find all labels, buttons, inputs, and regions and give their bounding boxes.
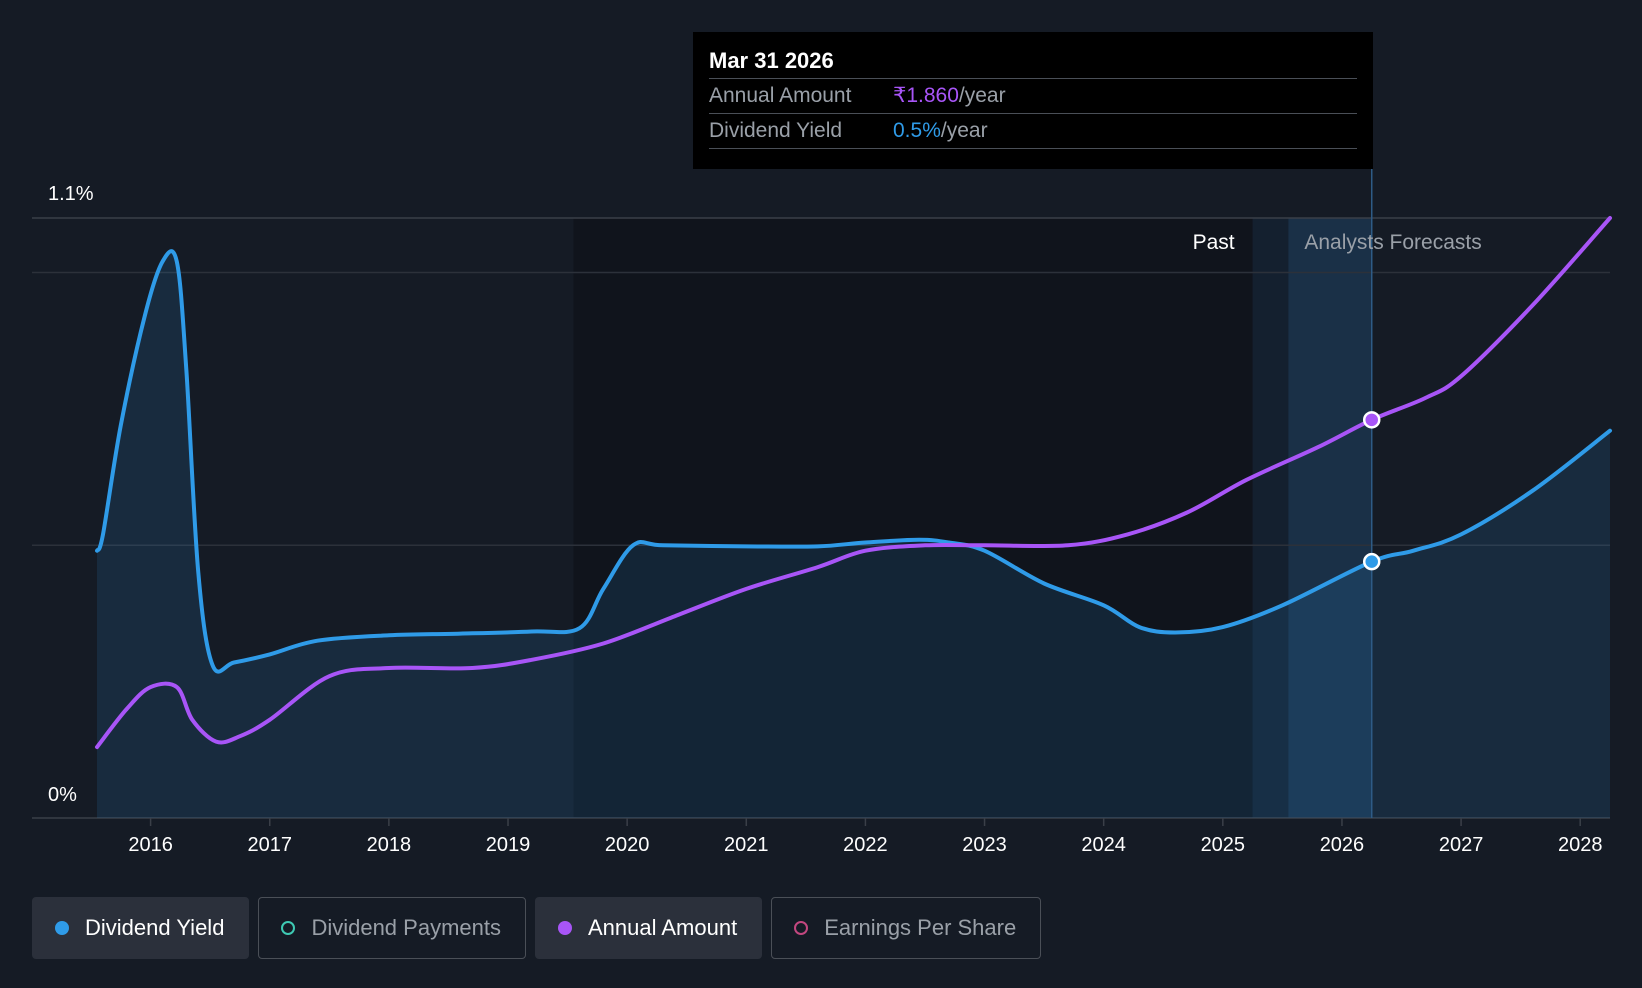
- legend-dividend-yield-button[interactable]: Dividend Yield: [32, 897, 250, 959]
- x-tick-label: 2019: [486, 834, 531, 856]
- filled-dot-icon: [55, 921, 69, 935]
- forecast-label: Analysts Forecasts: [1304, 231, 1481, 254]
- dividend-yield-area: [97, 251, 1610, 819]
- legend-label: Earnings Per Share: [824, 915, 1017, 940]
- x-tick-label: 2024: [1081, 834, 1126, 856]
- legend-dividend-payments-button[interactable]: Dividend Payments: [258, 897, 526, 959]
- tooltip-label: Annual Amount: [709, 84, 852, 107]
- x-tick-label: 2017: [247, 834, 292, 856]
- legend-label: Annual Amount: [587, 915, 738, 940]
- hollow-dot-icon: [281, 921, 296, 935]
- x-tick-label: 2025: [1201, 834, 1246, 856]
- x-tick-label: 2022: [843, 834, 888, 856]
- x-tick-label: 2026: [1320, 834, 1365, 856]
- hollow-dot-icon: [794, 921, 809, 935]
- tooltip-value: 0.5%: [893, 119, 941, 142]
- x-tick-label: 2020: [605, 834, 650, 856]
- tooltip-unit: /year: [958, 84, 1006, 107]
- x-tick-label: 2027: [1439, 834, 1484, 856]
- dividend-yield-line: [95, 249, 1612, 674]
- chart-tooltip: Mar 31 2026 Annual Amount ₹1.860 /year D…: [693, 32, 1373, 169]
- x-tick-label: 2021: [724, 834, 769, 856]
- legend-label: Dividend Yield: [85, 915, 225, 940]
- hover-marker-point: [1362, 552, 1381, 571]
- hover-highlight-band: [1288, 218, 1372, 818]
- x-tick-label: 2016: [128, 834, 173, 856]
- past-label: Past: [1193, 231, 1235, 254]
- legend-label: Dividend Payments: [311, 915, 501, 940]
- tooltip-row-dividend-yield: Dividend Yield 0.5% /year: [709, 114, 1357, 149]
- chart-legend: Dividend Yield Dividend Payments Annual …: [32, 897, 1050, 959]
- tooltip-unit: /year: [940, 119, 988, 142]
- hover-markers: [1362, 411, 1381, 571]
- legend-earnings-per-share-button[interactable]: Earnings Per Share: [771, 897, 1042, 959]
- tooltip-value: ₹1.860: [893, 84, 959, 107]
- x-axis-ticks: 2016 2017 2018 2019 2020 2021 2022 2023 2024 2025…: [128, 818, 1602, 856]
- x-tick-label: 2023: [962, 834, 1007, 856]
- forecast-region-band: [1252, 218, 1289, 818]
- tooltip-row-annual-amount: Annual Amount ₹1.860 /year: [709, 79, 1357, 114]
- tooltip-label: Dividend Yield: [709, 119, 843, 142]
- past-region-shade: [573, 218, 1253, 818]
- dividend-chart: 2016 2017 2018 2019 2020 2021 2022 2023 2024 2025…: [32, 168, 1612, 856]
- x-tick-label: 2018: [367, 834, 412, 856]
- y-axis-label-min: 0%: [48, 784, 77, 806]
- tooltip-date: Mar 31 2026: [709, 46, 1357, 79]
- y-axis-label-max: 1.1%: [48, 183, 94, 205]
- legend-annual-amount-button[interactable]: Annual Amount: [534, 897, 763, 959]
- filled-dot-icon: [557, 921, 572, 935]
- annual-amount-line: [95, 216, 1612, 750]
- x-tick-label: 2028: [1558, 834, 1603, 856]
- hover-marker-point: [1362, 411, 1381, 429]
